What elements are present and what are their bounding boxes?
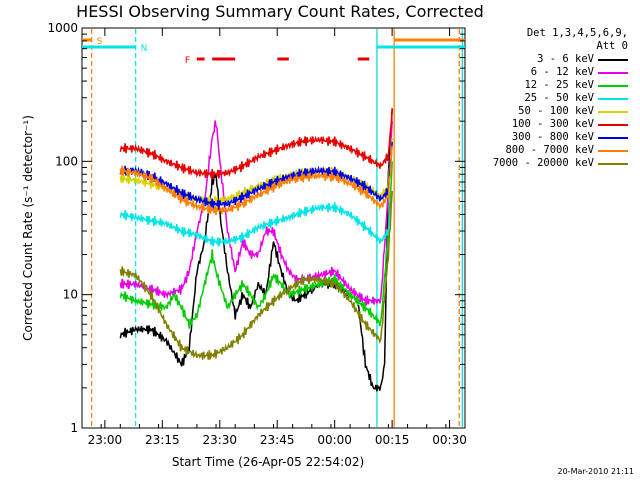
series-line	[119, 161, 393, 329]
legend-label: 50 - 100 keV	[518, 105, 594, 117]
timestamp: 20-Mar-2010 21:11	[557, 467, 635, 476]
legend-label: 3 - 6 keV	[537, 53, 594, 65]
legend: Det 1,3,4,5,6,9, Att 0 3 - 6 keV 6 - 12 k…	[478, 27, 638, 170]
legend-entry: 6 - 12 keV	[478, 66, 638, 79]
legend-swatch	[598, 137, 628, 139]
series-line	[119, 108, 393, 179]
legend-swatch	[598, 124, 628, 126]
legend-entry: 25 - 50 keV	[478, 92, 638, 105]
legend-label: 12 - 25 keV	[524, 79, 594, 91]
series-line	[119, 120, 393, 306]
x-tick-label: 00:00	[317, 433, 352, 447]
legend-entry: 7000 - 20000 keV	[478, 157, 638, 170]
legend-swatch	[598, 72, 628, 74]
legend-label: 6 - 12 keV	[530, 66, 594, 78]
legend-swatch	[598, 98, 628, 100]
legend-swatch	[598, 163, 628, 165]
legend-entries: 3 - 6 keV 6 - 12 keV 12 - 25 keV 25 - 50 ke…	[478, 53, 638, 170]
flag-label: S	[97, 37, 103, 47]
legend-entry: 12 - 25 keV	[478, 79, 638, 92]
legend-entry: 3 - 6 keV	[478, 53, 638, 66]
y-tick-label: 10	[63, 288, 78, 302]
y-tick-label: 100	[55, 154, 78, 168]
x-tick-label: 00:30	[432, 433, 467, 447]
plot-frame	[81, 27, 466, 429]
flag-label: F	[185, 56, 190, 66]
vertical-markers	[90, 29, 463, 427]
flag-label: N	[141, 44, 148, 54]
series-line	[119, 146, 393, 216]
legend-entry: 50 - 100 keV	[478, 105, 638, 118]
x-tick-label: 23:15	[145, 433, 180, 447]
legend-entry: 100 - 300 keV	[478, 118, 638, 131]
legend-entry: 800 - 7000 keV	[478, 144, 638, 157]
y-axis-label: Corrected Count Rate (s⁻¹ detector⁻¹)	[21, 115, 35, 341]
legend-swatch	[598, 85, 628, 87]
x-tick-label: 23:45	[260, 433, 295, 447]
series-line	[119, 141, 393, 209]
plot-border	[81, 27, 466, 429]
legend-label: 7000 - 20000 keV	[492, 157, 594, 169]
legend-header-line1: Det 1,3,4,5,6,9,	[526, 27, 628, 39]
y-tick-label: 1000	[47, 21, 78, 35]
legend-label: 25 - 50 keV	[524, 92, 594, 104]
x-axis-label: Start Time (26-Apr-05 22:54:02)	[172, 455, 364, 469]
legend-swatch	[598, 59, 628, 61]
legend-swatch	[598, 150, 628, 152]
series-line	[119, 190, 393, 360]
series-line	[119, 190, 393, 247]
legend-label: 100 - 300 keV	[511, 118, 594, 130]
legend-header-line2: Att 0	[596, 40, 628, 52]
series-lines	[119, 108, 393, 392]
x-tick-label: 23:30	[202, 433, 237, 447]
legend-entry: 300 - 800 keV	[478, 131, 638, 144]
chart-title: HESSI Observing Summary Count Rates, Cor…	[76, 2, 484, 21]
flag-bars: S N F	[82, 37, 465, 66]
legend-label: 800 - 7000 keV	[505, 144, 594, 156]
axis-ticks: 23:00 23:15 23:30 23:45 00:00 00:15 00:30 1 10 10…	[47, 21, 466, 447]
x-tick-label: 23:00	[88, 433, 123, 447]
x-tick-label: 00:15	[375, 433, 410, 447]
y-tick-label: 1	[70, 421, 78, 435]
legend-swatch	[598, 111, 628, 113]
legend-label: 300 - 800 keV	[511, 131, 594, 143]
